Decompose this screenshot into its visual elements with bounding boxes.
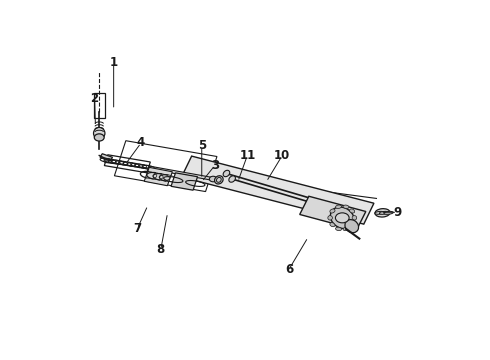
Polygon shape: [171, 173, 197, 190]
Ellipse shape: [336, 227, 342, 231]
Text: 5: 5: [197, 139, 206, 152]
Polygon shape: [300, 196, 366, 230]
Text: 2: 2: [91, 92, 98, 105]
Ellipse shape: [223, 170, 230, 177]
Ellipse shape: [379, 211, 389, 214]
Polygon shape: [100, 154, 113, 161]
Text: 9: 9: [393, 206, 401, 219]
Ellipse shape: [94, 127, 105, 139]
Ellipse shape: [384, 211, 393, 214]
Text: 4: 4: [137, 136, 145, 149]
Ellipse shape: [375, 211, 384, 214]
Polygon shape: [148, 166, 214, 180]
Circle shape: [94, 134, 104, 141]
Ellipse shape: [229, 176, 235, 182]
Ellipse shape: [336, 205, 342, 208]
Text: 8: 8: [157, 243, 165, 256]
Ellipse shape: [343, 227, 349, 231]
Ellipse shape: [330, 209, 335, 213]
Ellipse shape: [375, 209, 390, 217]
Ellipse shape: [349, 222, 355, 227]
Text: 6: 6: [285, 262, 293, 276]
Polygon shape: [181, 156, 374, 224]
Polygon shape: [144, 167, 172, 186]
Text: 7: 7: [133, 222, 141, 235]
Ellipse shape: [328, 216, 332, 220]
Ellipse shape: [343, 205, 349, 208]
Ellipse shape: [352, 216, 357, 220]
Text: 1: 1: [110, 56, 118, 69]
Bar: [94, 93, 105, 118]
Text: 11: 11: [239, 149, 255, 162]
Ellipse shape: [349, 209, 355, 213]
Text: 3: 3: [211, 159, 219, 172]
Ellipse shape: [345, 220, 359, 233]
Ellipse shape: [215, 176, 223, 184]
Circle shape: [209, 176, 217, 182]
Circle shape: [336, 213, 349, 223]
Ellipse shape: [330, 207, 354, 229]
Text: 10: 10: [274, 149, 291, 162]
Ellipse shape: [330, 222, 335, 227]
